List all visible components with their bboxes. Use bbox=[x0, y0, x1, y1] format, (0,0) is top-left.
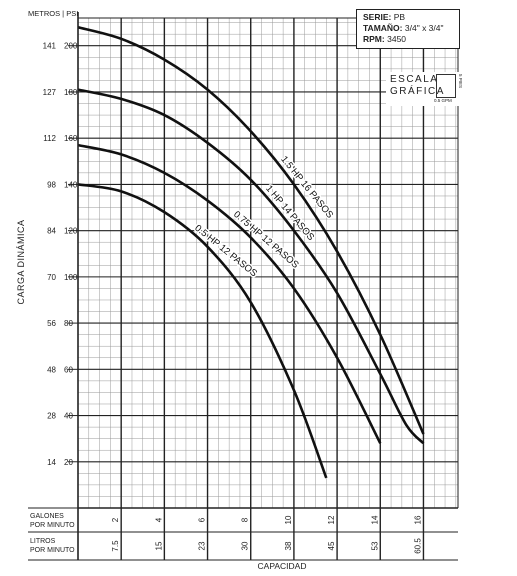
x-tick-lpm: 38 bbox=[284, 541, 293, 550]
y-tick-psi: 180 bbox=[64, 88, 78, 97]
serie-value: PB bbox=[393, 12, 406, 22]
pump-curve-1 bbox=[77, 25, 425, 435]
x-tick-lpm: 15 bbox=[154, 541, 163, 550]
y-tick-metros: 84 bbox=[47, 227, 56, 236]
scale-legend-title: ESCALA GRÁFICA bbox=[390, 74, 445, 97]
x-row2-label: POR MINUTO bbox=[30, 547, 75, 554]
y-tick-psi: 200 bbox=[64, 42, 78, 51]
y-tick-metros: 56 bbox=[47, 319, 56, 328]
y-tick-psi: 20 bbox=[64, 458, 73, 467]
y-tick-metros: 48 bbox=[47, 365, 56, 374]
y-tick-metros: 127 bbox=[43, 88, 57, 97]
x-tick-gpm: 6 bbox=[198, 517, 207, 522]
x-row1-label: GALONES bbox=[30, 513, 64, 520]
axes bbox=[28, 12, 459, 561]
x-tick-lpm: 53 bbox=[370, 541, 379, 550]
y-axis-header: METROS | PSI bbox=[28, 9, 78, 18]
y-tick-psi: 140 bbox=[64, 180, 78, 189]
scale-vertical-label: 5 PIES bbox=[458, 74, 463, 89]
x-tick-lpm: 60.5 bbox=[413, 538, 422, 554]
rpm-row: RPM: 3450 bbox=[363, 34, 407, 44]
y-tick-psi: 100 bbox=[64, 273, 78, 282]
y-tick-psi: 40 bbox=[64, 412, 73, 421]
x-tick-gpm: 16 bbox=[413, 515, 422, 524]
x-tick-lpm: 45 bbox=[327, 541, 336, 550]
x-tick-gpm: 4 bbox=[154, 517, 163, 522]
x-tick-gpm: 14 bbox=[370, 515, 379, 524]
y-tick-metros: 112 bbox=[43, 134, 56, 143]
y-tick-metros: 28 bbox=[47, 412, 56, 421]
y-tick-psi: 80 bbox=[64, 319, 73, 328]
y-tick-psi: 60 bbox=[64, 365, 73, 374]
x-row1-label: POR MINUTO bbox=[30, 522, 75, 529]
pump-curve-2 bbox=[77, 88, 425, 445]
x-tick-lpm: 23 bbox=[198, 541, 207, 550]
x-tick-gpm: 2 bbox=[111, 517, 120, 522]
pump-curve-4 bbox=[77, 183, 328, 479]
x-tick-lpm: 30 bbox=[241, 541, 250, 550]
scale-square bbox=[436, 74, 456, 98]
tamano-row: TAMAÑO: 3/4" x 3/4" bbox=[363, 23, 444, 33]
x-tick-gpm: 10 bbox=[284, 515, 293, 524]
pump-info-box: SERIE: PB TAMAÑO: 3/4" x 3/4" RPM: 3450 bbox=[356, 9, 460, 49]
serie-row: SERIE: PB bbox=[363, 12, 406, 22]
pump-curve-3 bbox=[77, 143, 382, 444]
rpm-value: 3450 bbox=[387, 34, 407, 44]
x-tick-gpm: 8 bbox=[241, 517, 250, 522]
y-tick-psi: 120 bbox=[64, 227, 78, 236]
x-axis-title: CAPACIDAD bbox=[258, 561, 307, 571]
scale-legend: ESCALA GRÁFICA 5 PIES 0.5 GPM bbox=[386, 72, 470, 106]
tamano-value: 3/4" x 3/4" bbox=[404, 23, 444, 33]
y-tick-metros: 141 bbox=[43, 42, 57, 51]
x-tick-gpm: 12 bbox=[327, 515, 336, 524]
y-tick-metros: 14 bbox=[47, 458, 56, 467]
y-tick-metros: 70 bbox=[47, 273, 56, 282]
y-tick-metros: 98 bbox=[47, 180, 56, 189]
x-row2-label: LITROS bbox=[30, 538, 56, 545]
scale-horizontal-label: 0.5 GPM bbox=[434, 98, 452, 103]
axis-labels: 2001411801271601121409812084100708056604… bbox=[16, 9, 422, 571]
y-tick-psi: 160 bbox=[64, 134, 78, 143]
x-tick-lpm: 7.5 bbox=[111, 540, 120, 552]
y-axis-title: CARGA DINÁMICA bbox=[16, 219, 26, 304]
